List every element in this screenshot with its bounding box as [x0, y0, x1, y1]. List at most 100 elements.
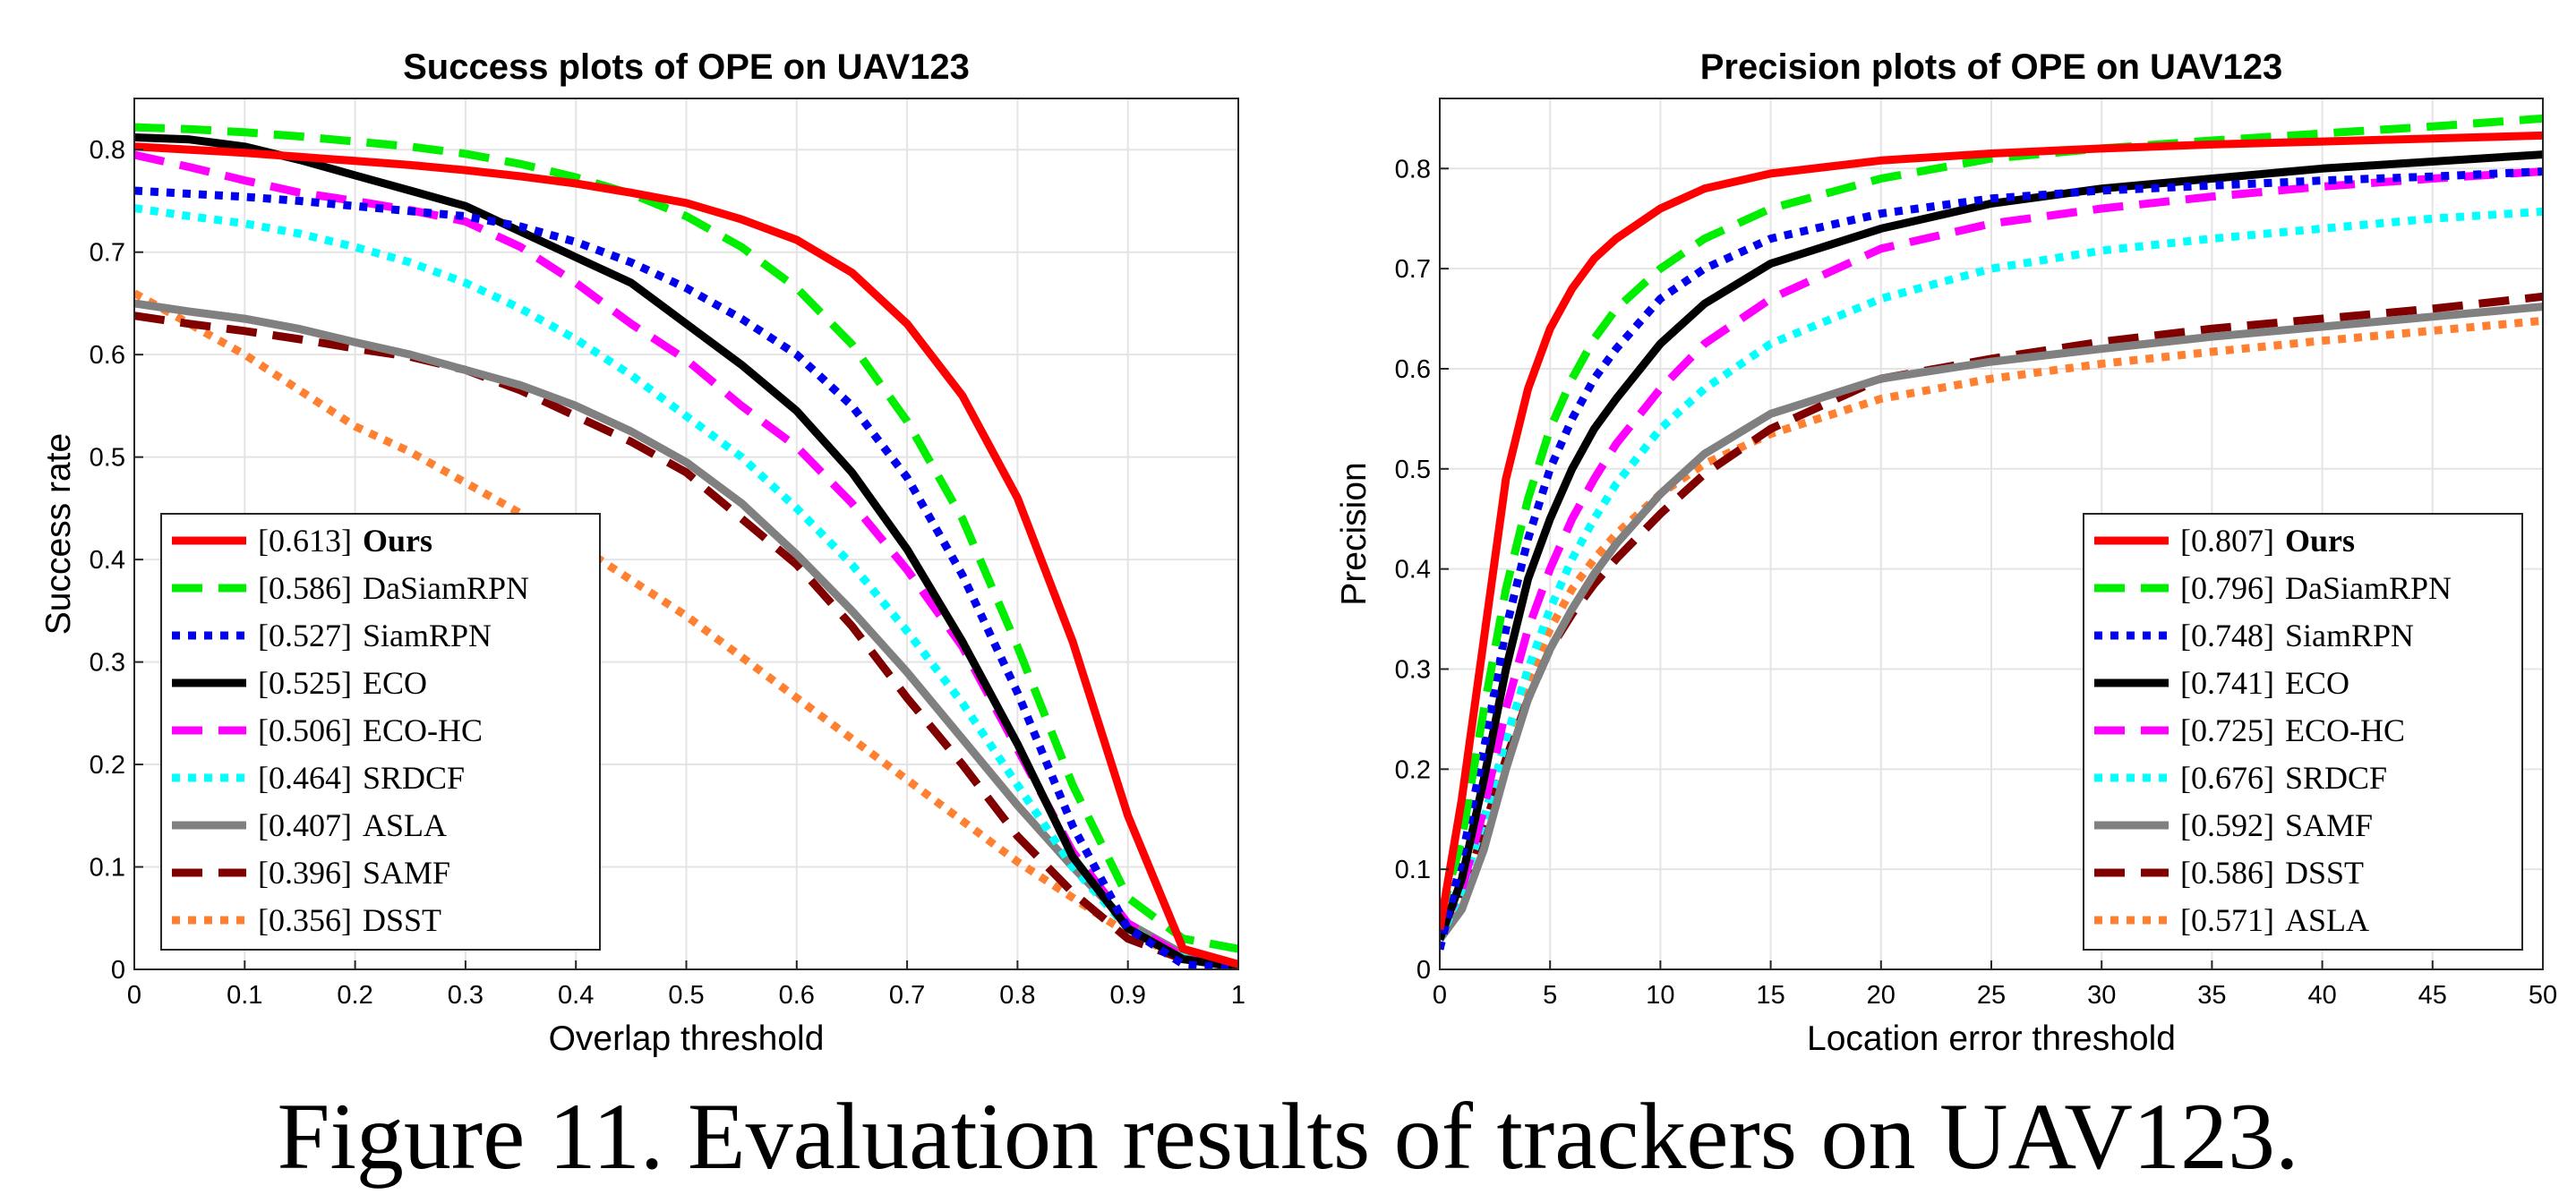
series-line-ours: [134, 142, 1238, 968]
series-line-siamrpn: [1440, 167, 2543, 951]
legend-name: SiamRPN: [2285, 618, 2414, 653]
legend-score: [0.586]: [258, 570, 352, 606]
legend-name: ECO: [2285, 665, 2349, 701]
legend-entry: [0.807] Ours: [2180, 523, 2355, 559]
legend-name: DaSiamRPN: [2285, 570, 2452, 606]
legend-name: ASLA: [363, 807, 447, 843]
x-tick-label: 35: [2197, 981, 2226, 1010]
legend-name: Ours: [363, 523, 432, 559]
x-tick-label: 0.2: [337, 981, 372, 1010]
legend-name: SRDCF: [2285, 760, 2387, 796]
legend-score: [0.586]: [2180, 855, 2274, 891]
legend-entry: [0.396] SAMF: [258, 855, 450, 891]
x-tick-label: 0.6: [779, 981, 815, 1010]
legend-score: [0.571]: [2180, 902, 2274, 938]
chart-title: Precision plots of OPE on UAV123: [1700, 47, 2283, 87]
series-line-dsst: [134, 289, 1238, 969]
legend-score: [0.613]: [258, 523, 352, 559]
success-plot: 0 0.1 0.2 0.3 0.4 0.5 0.6 0.7 0.8 0.9 1 0 0.1 0.2 0.3 0…: [0, 0, 1289, 1083]
legend-name: DaSiamRPN: [363, 570, 529, 606]
legend-name: SiamRPN: [363, 618, 492, 653]
legend-name: ECO: [363, 665, 427, 701]
legend-score: [0.796]: [2180, 570, 2274, 606]
y-tick-label: 0.4: [1395, 556, 1431, 584]
legend-entry: [0.407] ASLA: [258, 807, 447, 843]
y-tick-label: 0.3: [1395, 655, 1431, 684]
series-line-asla: [134, 299, 1238, 969]
legend-entry: [0.725] ECO-HC: [2180, 712, 2405, 748]
x-tick-label: 0.3: [448, 981, 484, 1010]
x-tick-label: 1: [1231, 981, 1245, 1010]
y-tick-label: 0.1: [1395, 856, 1431, 884]
legend-score: [0.741]: [2180, 665, 2274, 701]
x-axis-label: Overlap threshold: [549, 1020, 825, 1058]
legend-score: [0.676]: [2180, 760, 2274, 796]
series-line-dasiamrpn: [134, 123, 1238, 953]
series-line-eco-hc: [1440, 167, 2543, 932]
legend: [0.807] Ours [0.796] DaSiamRPN [0.748] SiamRP…: [2083, 513, 2523, 951]
chart-svg: 0 5 10 15 20 25 30 35 40 45 50 0 0.1 0.2 0.3 0.4 0.5 0.6 0…: [1335, 47, 2557, 1058]
legend-entry: [0.586] DaSiamRPN: [258, 570, 529, 606]
legend-score: [0.356]: [258, 902, 352, 938]
y-tick-label: 0.4: [90, 546, 125, 575]
legend: [0.613] Ours [0.586] DaSiamRPN [0.527] SiamRP…: [160, 513, 601, 951]
x-tick-label: 0.7: [889, 981, 925, 1010]
y-tick-label: 0.2: [90, 751, 125, 780]
y-tick-label: 0.3: [90, 649, 125, 678]
legend-entry: [0.525] ECO: [258, 665, 427, 701]
legend-score: [0.807]: [2180, 523, 2274, 559]
legend-name: SRDCF: [363, 760, 465, 796]
x-tick-label: 45: [2418, 981, 2447, 1010]
y-axis-label: Precision: [1335, 462, 1374, 605]
legend-score: [0.748]: [2180, 618, 2274, 653]
x-tick-label: 0.1: [227, 981, 262, 1010]
legend-name: SAMF: [2285, 807, 2373, 843]
y-axis-label: Success rate: [39, 433, 78, 635]
x-tick-label: 30: [2087, 981, 2116, 1010]
y-tick-label: 0.7: [90, 239, 125, 268]
legend-name: ECO-HC: [363, 712, 483, 748]
x-tick-label: 0.8: [999, 981, 1035, 1010]
legend-name: ECO-HC: [2285, 712, 2405, 748]
legend-entry: [0.592] SAMF: [2180, 807, 2373, 843]
x-tick-label: 0.4: [558, 981, 594, 1010]
legend-name: Ours: [2285, 523, 2355, 559]
legend-name: DSST: [363, 902, 441, 938]
y-tick-label: 0.5: [1395, 456, 1431, 484]
y-tick-label: 0.6: [90, 341, 125, 370]
legend-entry: [0.613] Ours: [258, 523, 432, 559]
chart-svg: 0 0.1 0.2 0.3 0.4 0.5 0.6 0.7 0.8 0.9 1 0 0.1 0.2 0.3 0…: [39, 47, 1245, 1058]
chart-title: Success plots of OPE on UAV123: [403, 47, 970, 87]
legend-score: [0.592]: [2180, 807, 2274, 843]
y-tick-label: 0.8: [90, 136, 125, 165]
legend-score: [0.725]: [2180, 712, 2274, 748]
x-tick-label: 20: [1867, 981, 1896, 1010]
x-tick-label: 50: [2529, 981, 2557, 1010]
x-tick-label: 15: [1756, 981, 1784, 1010]
series-line-srdcf: [134, 204, 1238, 969]
legend-entry: [0.741] ECO: [2180, 665, 2349, 701]
y-tick-label: 0.1: [90, 854, 125, 883]
legend-entry: [0.748] SiamRPN: [2180, 618, 2414, 653]
series-line-samf: [134, 311, 1238, 969]
figure-caption: Figure 11. Evaluation results of tracker…: [277, 1084, 2299, 1189]
series-line-samf: [1440, 303, 2543, 943]
precision-plot: 0 5 10 15 20 25 30 35 40 45 50 0 0.1 0.2 0.3 0.4 0.5 0.6 0…: [1289, 0, 2576, 1083]
legend-score: [0.396]: [258, 855, 352, 891]
y-tick-label: 0: [1416, 956, 1431, 985]
x-tick-label: 40: [2307, 981, 2336, 1010]
y-tick-label: 0.6: [1395, 355, 1431, 384]
x-tick-label: 0.9: [1110, 981, 1146, 1010]
series-line-srdcf: [1440, 207, 2543, 942]
legend-name: ASLA: [2285, 902, 2369, 938]
y-tick-label: 0.7: [1395, 255, 1431, 284]
series-line-siamrpn: [134, 186, 1238, 969]
legend-entry: [0.464] SRDCF: [258, 760, 465, 796]
x-tick-label: 5: [1543, 981, 1557, 1010]
series-line-eco: [134, 133, 1238, 969]
y-tick-label: 0.8: [1395, 155, 1431, 183]
legend-name: DSST: [2285, 855, 2364, 891]
legend-score: [0.527]: [258, 618, 352, 653]
x-tick-label: 0.5: [668, 981, 704, 1010]
legend-score: [0.506]: [258, 712, 352, 748]
